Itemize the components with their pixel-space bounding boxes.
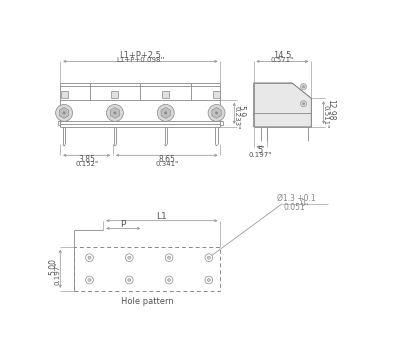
Circle shape [302, 102, 305, 105]
Polygon shape [254, 83, 311, 127]
Circle shape [114, 112, 116, 114]
Text: P: P [120, 220, 126, 229]
Bar [213, 91, 220, 98]
Circle shape [208, 105, 225, 121]
Polygon shape [212, 107, 221, 118]
Circle shape [165, 254, 173, 262]
Circle shape [207, 278, 210, 282]
Text: 8.65: 8.65 [158, 155, 175, 164]
Text: 0.152": 0.152" [75, 161, 98, 167]
Text: L1: L1 [156, 212, 167, 221]
Circle shape [168, 256, 171, 259]
Text: 5.00: 5.00 [48, 258, 57, 275]
Text: 5: 5 [258, 146, 263, 155]
Circle shape [205, 254, 213, 262]
Circle shape [88, 256, 91, 259]
Text: Hole pattern: Hole pattern [121, 297, 174, 306]
Bar [74, 247, 220, 291]
Bar [162, 91, 169, 98]
Bar [61, 91, 68, 98]
Polygon shape [110, 107, 120, 118]
Circle shape [106, 105, 123, 121]
Text: 0.197": 0.197" [54, 262, 60, 285]
Polygon shape [161, 107, 170, 118]
Circle shape [56, 105, 72, 121]
Circle shape [126, 254, 133, 262]
Text: 0: 0 [296, 198, 306, 207]
Circle shape [86, 254, 93, 262]
Circle shape [215, 112, 218, 114]
Text: 5.9: 5.9 [237, 105, 246, 117]
Circle shape [86, 276, 93, 284]
Circle shape [165, 276, 173, 284]
Circle shape [88, 278, 91, 282]
Circle shape [128, 278, 131, 282]
Circle shape [300, 101, 307, 107]
Bar [112, 91, 118, 98]
Text: 0.197": 0.197" [249, 152, 272, 158]
Text: 0.571": 0.571" [271, 57, 294, 63]
Circle shape [300, 84, 307, 90]
Text: 3.85: 3.85 [78, 155, 95, 164]
Text: Ø1.3 +0.1: Ø1.3 +0.1 [276, 194, 315, 203]
Circle shape [168, 278, 171, 282]
Text: 0.511": 0.511" [323, 105, 329, 128]
Text: L1+P+2.5: L1+P+2.5 [119, 51, 161, 60]
Text: 0.051": 0.051" [283, 203, 308, 212]
Circle shape [164, 112, 167, 114]
Circle shape [128, 256, 131, 259]
Circle shape [157, 105, 174, 121]
Text: 14.5: 14.5 [273, 51, 292, 60]
Text: 12.98: 12.98 [326, 100, 335, 121]
Circle shape [126, 276, 133, 284]
Circle shape [205, 276, 213, 284]
Text: 0.233": 0.233" [234, 106, 240, 129]
Text: 0.341": 0.341" [155, 161, 178, 167]
Polygon shape [60, 107, 69, 118]
Circle shape [207, 256, 210, 259]
Text: L1+P+0.098'': L1+P+0.098'' [116, 57, 164, 63]
Circle shape [302, 86, 305, 88]
Circle shape [63, 112, 65, 114]
